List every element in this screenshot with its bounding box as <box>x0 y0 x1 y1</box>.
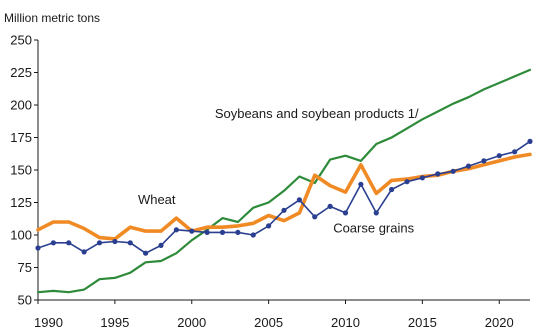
coarse-grains-marker <box>143 250 149 256</box>
x-tick-label: 2020 <box>485 315 514 330</box>
coarse-grains-marker <box>435 171 441 177</box>
series-annotation: Coarse grains <box>333 220 414 235</box>
coarse-grains-marker <box>158 242 164 248</box>
coarse-grains-marker <box>404 179 410 185</box>
coarse-grains-marker <box>527 138 533 144</box>
coarse-grains-marker <box>481 158 487 164</box>
coarse-grains-marker <box>66 240 72 246</box>
coarse-grains-marker <box>50 240 56 246</box>
series-line-2 <box>37 140 531 254</box>
coarse-grains-marker <box>266 223 272 229</box>
coarse-grains-marker <box>512 149 518 155</box>
y-tick-label: 100 <box>10 228 32 243</box>
coarse-grains-marker <box>219 229 226 235</box>
coarse-grains-marker <box>96 240 103 246</box>
coarse-grains-marker <box>358 181 364 187</box>
x-tick-label: 2015 <box>408 315 437 330</box>
series-line-0 <box>36 68 532 294</box>
y-tick-label: 200 <box>10 98 32 113</box>
y-axis-unit-label: Million metric tons <box>4 11 100 25</box>
series-annotation: Soybeans and soybean products 1/ <box>215 106 419 121</box>
coarse-grains-marker <box>312 214 318 220</box>
coarse-grains-marker <box>465 163 472 169</box>
coarse-grains-marker <box>281 207 287 213</box>
plot-area: 50 75 100 125 150 175 200 225 250 1990 1995 2000 200… <box>10 33 533 330</box>
coarse-grains-marker <box>235 229 241 235</box>
coarse-grains-marker <box>127 240 133 246</box>
x-tick-label: 2010 <box>331 315 360 330</box>
y-tick-label: 250 <box>10 33 32 48</box>
coarse-grains-marker <box>419 175 425 181</box>
y-tick-label: 75 <box>18 260 32 275</box>
coarse-grains-marker <box>496 153 502 159</box>
x-tick-label: 1990 <box>34 315 63 330</box>
coarse-grains-marker <box>327 203 333 209</box>
series-annotation: Wheat <box>138 192 176 207</box>
coarse-grains-marker <box>373 210 379 216</box>
coarse-grains-marker <box>173 227 179 233</box>
coarse-grains-marker <box>189 228 195 234</box>
coarse-grains-marker <box>204 229 210 235</box>
y-tick-label: 175 <box>10 130 32 145</box>
x-tick-label: 1995 <box>100 315 129 330</box>
series-line-1 <box>36 152 532 241</box>
coarse-grains-marker <box>296 197 302 203</box>
x-tick-label: 2000 <box>177 315 206 330</box>
coarse-grains-marker <box>389 186 395 193</box>
coarse-grains-marker <box>81 249 87 255</box>
y-tick-label: 50 <box>18 293 32 308</box>
coarse-grains-marker <box>35 245 41 251</box>
y-tick-label: 150 <box>10 163 32 178</box>
coarse-grains-marker <box>450 168 456 174</box>
y-tick-label: 225 <box>10 65 32 80</box>
coarse-grains-marker <box>342 210 349 216</box>
y-tick-label: 125 <box>10 195 32 210</box>
coarse-grains-marker <box>250 232 256 238</box>
coarse-grains-marker <box>112 238 118 245</box>
x-tick-label: 2005 <box>254 315 283 330</box>
